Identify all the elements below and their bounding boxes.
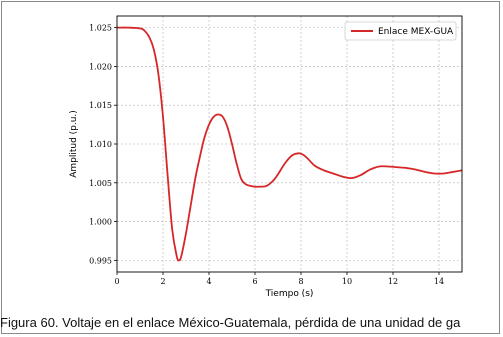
x-tick-label: 10 [342, 277, 352, 286]
x-tick-label: 2 [160, 277, 165, 286]
y-tick-label: 0.995 [89, 256, 112, 265]
y-tick-label: 1.025 [89, 24, 112, 33]
figure-caption: Figura 60. Voltaje en el enlace México-G… [0, 315, 461, 330]
legend: Enlace MEX-GUA [344, 21, 457, 41]
y-tick-label: 1.020 [89, 62, 112, 71]
y-tick-label: 1.005 [89, 179, 112, 188]
x-tick-label: 8 [298, 277, 303, 286]
y-tick-label: 1.015 [89, 101, 112, 110]
chart: 0 2 4 6 8 10 12 14 0.995 1.000 1.005 1.010 1.015 1.02… [69, 15, 463, 299]
x-tick-label: 14 [434, 277, 444, 286]
legend-box [344, 21, 457, 41]
x-tick-label: 12 [388, 277, 398, 286]
y-axis-label: Amplitud (p.u.) [69, 110, 79, 178]
ticks: 0 2 4 6 8 10 12 14 0.995 1.000 1.005 1.010 1.015 1.02… [89, 24, 444, 286]
x-tick-label: 6 [252, 277, 257, 286]
grid [116, 16, 462, 272]
y-tick-label: 1.000 [89, 218, 112, 227]
series-line [116, 26, 463, 262]
x-axis-label: Tiempo (s) [265, 289, 314, 299]
legend-label: Enlace MEX-GUA [378, 27, 454, 37]
y-tick-label: 1.010 [89, 140, 112, 149]
plot-frame [116, 15, 463, 273]
x-tick-label: 0 [114, 277, 119, 286]
x-tick-label: 4 [206, 277, 211, 286]
